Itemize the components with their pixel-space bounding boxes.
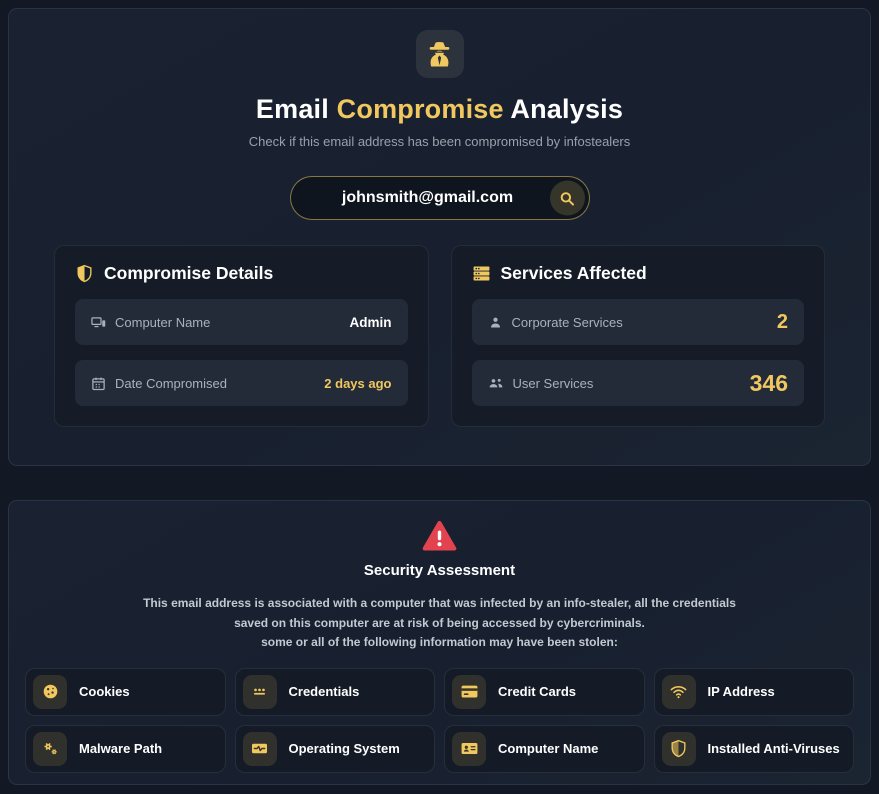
tile-label: Credit Cards	[498, 684, 577, 699]
email-search-bar	[289, 176, 590, 220]
user-services-count: 346	[749, 369, 788, 396]
shield-icon	[661, 731, 696, 766]
computer-name-row: Computer Name Admin	[75, 299, 408, 345]
wifi-icon	[661, 674, 696, 709]
tile-label: Cookies	[79, 684, 130, 699]
search-button[interactable]	[549, 180, 585, 216]
tile-cookies: Cookies	[25, 667, 226, 716]
date-compromised-row: Date Compromised 2 days ago	[75, 360, 408, 406]
logo-chip	[415, 30, 464, 78]
services-affected-title: Services Affected	[472, 263, 805, 284]
assessment-line: saved on this computer are at risk of be…	[234, 615, 645, 630]
tile-malware-path: Malware Path	[25, 724, 226, 773]
tile-credentials: Credentials	[234, 667, 435, 716]
credit-card-icon	[452, 674, 486, 709]
tile-computer-name: Computer Name	[444, 724, 645, 773]
spy-icon	[424, 39, 455, 70]
calendar-icon	[91, 376, 106, 391]
page-title-highlight: Compromise	[336, 94, 504, 124]
row-label: Date Compromised	[115, 375, 227, 391]
summary-cards: Compromise Details Computer Name Admin	[9, 245, 870, 427]
user-icon	[488, 315, 503, 330]
cookie-icon	[33, 674, 67, 709]
assessment-title: Security Assessment	[363, 562, 516, 579]
tile-ip-address: IP Address	[653, 667, 854, 716]
tile-label: IP Address	[707, 684, 775, 699]
tile-label: Operating System	[288, 741, 400, 756]
corporate-services-count: 2	[776, 310, 788, 333]
row-label: User Services	[512, 375, 594, 391]
os-pulse-icon	[242, 731, 277, 766]
services-affected-card: Services Affected Corporate Services 2	[450, 245, 825, 427]
warning-triangle-icon	[421, 518, 458, 555]
assessment-description: This email address is associated with a …	[143, 594, 736, 653]
tile-label: Computer Name	[498, 741, 599, 756]
assessment-line: This email address is associated with a …	[143, 596, 736, 610]
password-dots-icon	[242, 674, 277, 709]
tile-credit-cards: Credit Cards	[444, 667, 645, 716]
computer-name-value: Admin	[349, 314, 392, 330]
user-services-row: User Services 346	[471, 360, 804, 406]
corporate-services-row: Corporate Services 2	[471, 299, 804, 345]
computer-icon	[91, 315, 106, 330]
tile-label: Credentials	[288, 684, 360, 699]
compromise-details-card: Compromise Details Computer Name Admin	[54, 245, 429, 427]
date-compromised-value: 2 days ago	[324, 375, 392, 391]
email-input[interactable]	[290, 177, 589, 219]
gears-icon	[33, 731, 67, 766]
tile-installed-anti-viruses: Installed Anti-Viruses	[653, 724, 854, 773]
tile-label: Installed Anti-Viruses	[707, 741, 840, 756]
server-icon	[472, 264, 491, 283]
compromise-details-title: Compromise Details	[75, 263, 408, 284]
email-analysis-panel: Email Compromise Analysis Check if this …	[8, 8, 871, 466]
stolen-info-grid: Cookies Credentials Credit Cards	[9, 667, 870, 773]
page-title: Email Compromise Analysis	[255, 94, 624, 124]
search-icon	[558, 189, 576, 207]
assessment-line: some or all of the following information…	[261, 635, 618, 649]
page-subtitle: Check if this email address has been com…	[248, 134, 631, 149]
tile-label: Malware Path	[79, 741, 163, 756]
tile-operating-system: Operating System	[234, 724, 435, 773]
row-label: Corporate Services	[511, 314, 623, 330]
security-assessment-panel: Security Assessment This email address i…	[8, 500, 871, 785]
shield-halved-icon	[75, 264, 94, 283]
row-label: Computer Name	[115, 314, 211, 330]
users-icon	[488, 375, 504, 391]
id-card-icon	[452, 731, 486, 766]
